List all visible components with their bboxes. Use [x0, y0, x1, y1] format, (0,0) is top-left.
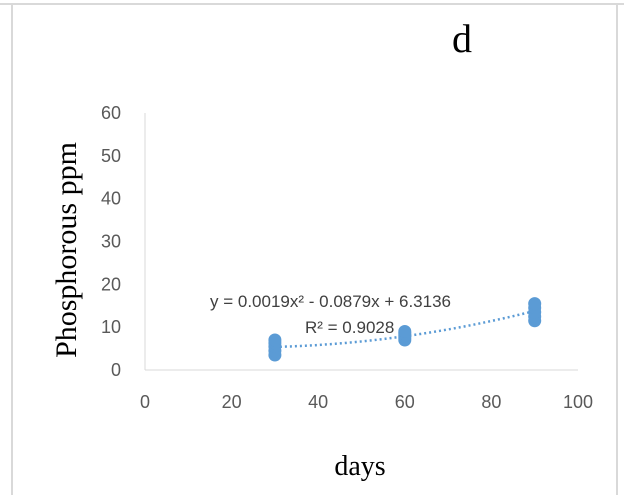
y-tick-label: 30 [101, 232, 121, 252]
x-axis-title: days [334, 451, 385, 482]
x-tick-label: 60 [395, 392, 415, 412]
y-tick-label: 20 [101, 274, 121, 294]
x-tick-label: 40 [308, 392, 328, 412]
data-point [398, 324, 412, 338]
data-points [268, 297, 542, 362]
y-tick-label: 60 [101, 103, 121, 123]
x-tick-label: 0 [140, 392, 150, 412]
y-tick-labels: 0 10 20 30 40 50 60 [101, 103, 121, 380]
x-tick-label: 100 [563, 392, 593, 412]
trendline-equation: y = 0.0019x² - 0.0879x + 6.3136 [210, 292, 451, 311]
y-tick-label: 50 [101, 146, 121, 166]
y-tick-label: 0 [111, 360, 121, 380]
y-axis-title: Phosphorous ppm [50, 142, 83, 358]
x-tick-label: 80 [481, 392, 501, 412]
data-point [268, 333, 282, 347]
chart-title: d [452, 16, 472, 61]
x-tick-labels: 0 20 40 60 80 100 [140, 392, 593, 412]
x-tick-label: 20 [222, 392, 242, 412]
y-tick-label: 40 [101, 189, 121, 209]
data-point [528, 297, 542, 311]
y-tick-label: 10 [101, 317, 121, 337]
r-squared-label: R² = 0.9028 [305, 318, 394, 337]
